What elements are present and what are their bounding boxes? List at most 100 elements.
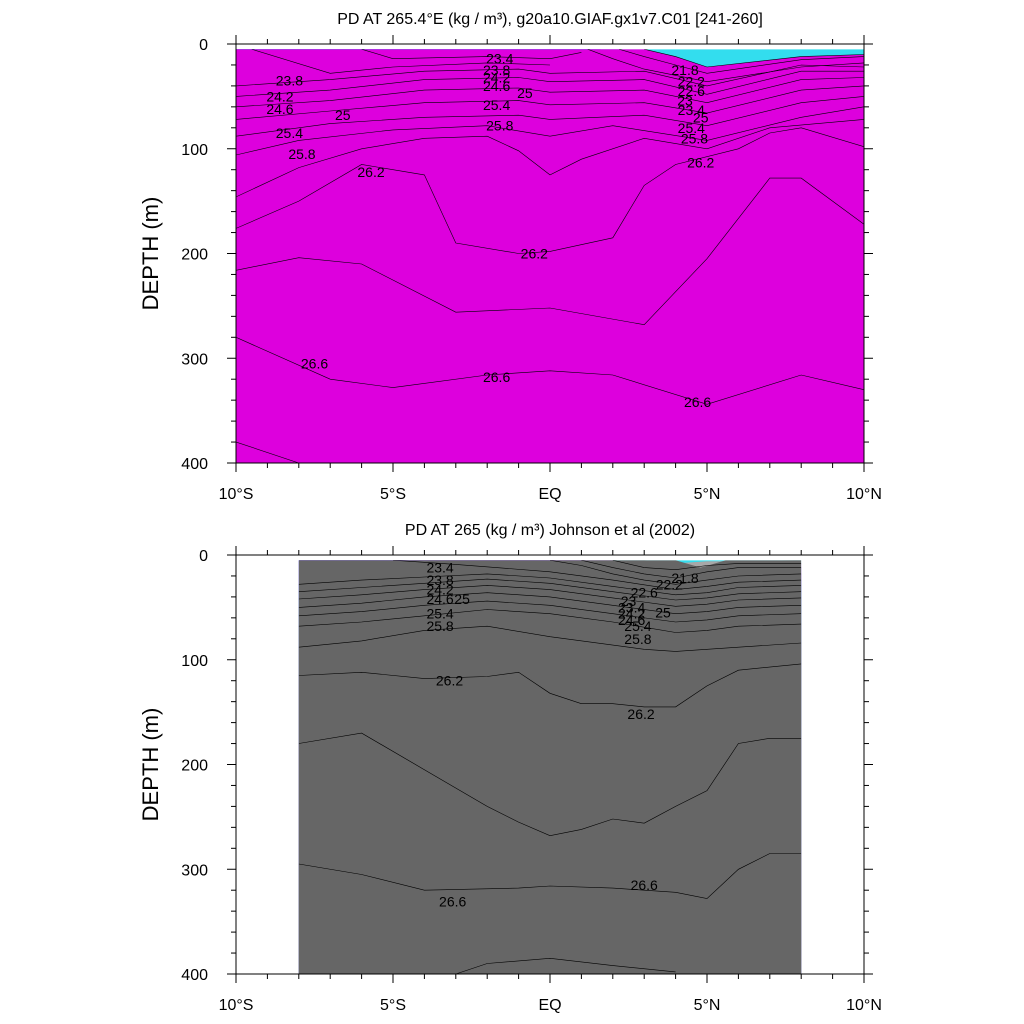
contour-label: 21.8 xyxy=(671,62,698,78)
contour-label: 25.4 xyxy=(483,97,510,113)
contour-line xyxy=(298,600,802,623)
contour-label: 25.4 xyxy=(276,125,303,141)
contour-label: 25.8 xyxy=(681,130,708,146)
contour-line xyxy=(298,732,802,837)
x-tick-label: 10°S xyxy=(219,997,254,1014)
y-tick-label: 400 xyxy=(181,456,208,473)
x-tick-label: EQ xyxy=(538,997,561,1014)
contour-line xyxy=(587,49,864,83)
contour-label: 25.8 xyxy=(426,618,453,634)
chart-title: PD AT 265.4°E (kg / m³), g20a10.GIAF.gx1… xyxy=(337,11,763,28)
contour-band xyxy=(298,560,802,974)
contour-line xyxy=(236,119,864,198)
contour-line xyxy=(251,49,551,74)
contour-label: 26.6 xyxy=(483,369,510,385)
contour-line xyxy=(298,853,802,899)
contour-label: 26.6 xyxy=(301,355,328,371)
x-tick-label: 5°N xyxy=(694,997,721,1014)
contour-label: 26.2 xyxy=(521,246,548,262)
y-tick-label: 300 xyxy=(181,351,208,368)
contour-label: 23.4 xyxy=(486,51,513,67)
y-tick-label: 200 xyxy=(181,247,208,264)
contour-label: 21.8 xyxy=(671,570,698,586)
contour-label: 26.2 xyxy=(436,673,463,689)
contour-line xyxy=(236,441,299,464)
y-tick-label: 200 xyxy=(181,758,208,775)
y-tick-label: 300 xyxy=(181,862,208,879)
contour-field xyxy=(298,560,802,974)
contour-label: 25 xyxy=(454,591,470,607)
contour-line xyxy=(236,127,864,254)
contour-line xyxy=(236,85,864,120)
contour-label: 23 xyxy=(677,93,693,109)
contour-label: 23.4 xyxy=(426,560,453,576)
contour-label: 25 xyxy=(655,605,671,621)
contour-line xyxy=(298,573,802,596)
y-tick-label: 100 xyxy=(181,142,208,159)
contour-label: 22.2 xyxy=(678,74,705,90)
contour-label: 25.8 xyxy=(486,118,513,134)
contour-label: 23.8 xyxy=(483,62,510,78)
contour-label: 24.2 xyxy=(426,582,453,598)
contour-label: 25.8 xyxy=(624,631,651,647)
contour-label: 26.6 xyxy=(631,877,658,893)
y-axis-label: DEPTH (m) xyxy=(138,197,163,311)
contour-line xyxy=(392,560,802,590)
contour-line xyxy=(298,592,802,615)
chart-title: PD AT 265 (kg / m³) Johnson et al (2002) xyxy=(405,522,695,539)
contour-label: 25.4 xyxy=(426,606,453,622)
contour-line xyxy=(619,49,864,74)
contour-label: 23.4 xyxy=(678,102,705,118)
contour-label: 24.6 xyxy=(618,612,645,628)
contour-band xyxy=(236,49,864,463)
contour-label: 24.6 xyxy=(483,78,510,94)
contour-line xyxy=(644,49,864,68)
contour-label: 22.2 xyxy=(656,576,683,592)
contour-field xyxy=(236,49,864,464)
contour-label: 24.2 xyxy=(483,70,510,86)
contour-line xyxy=(236,77,864,108)
contour-label: 25.8 xyxy=(288,146,315,162)
x-tick-label: 5°N xyxy=(694,486,721,503)
contour-line xyxy=(581,560,802,579)
contour-label: 26.2 xyxy=(357,164,384,180)
y-tick-label: 0 xyxy=(199,37,208,54)
contour-label: 25 xyxy=(335,107,351,123)
contour-line xyxy=(298,585,802,607)
contour-line xyxy=(455,957,676,974)
contour-label: 26.2 xyxy=(627,706,654,722)
y-tick-label: 100 xyxy=(181,653,208,670)
contour-line xyxy=(236,337,864,405)
contour-label: 24.6 xyxy=(426,591,453,607)
contour-label: 25.4 xyxy=(678,120,705,136)
contour-label: 24.6 xyxy=(266,101,293,117)
contour-label: 23.4 xyxy=(618,599,645,615)
contour-line xyxy=(549,560,802,585)
contour-label: 26.6 xyxy=(684,394,711,410)
y-tick-label: 400 xyxy=(181,967,208,984)
contour-label: 23.8 xyxy=(276,73,303,89)
x-tick-label: 5°S xyxy=(380,486,406,503)
contour-label: 23.8 xyxy=(426,572,453,588)
contour-line xyxy=(236,70,864,97)
contour-line xyxy=(236,106,864,156)
contour-label: 22.6 xyxy=(678,83,705,99)
x-tick-label: EQ xyxy=(538,486,561,503)
contour-label: 26.6 xyxy=(439,894,466,910)
panel-observed: 23.423.824.224.6 2525.425.826.226.621.822… xyxy=(138,522,882,1014)
contour-label: 25 xyxy=(693,109,709,125)
x-tick-label: 5°S xyxy=(380,997,406,1014)
contour-line xyxy=(612,560,802,571)
contour-line xyxy=(298,578,802,601)
contour-line xyxy=(298,609,802,633)
y-tick-label: 0 xyxy=(199,548,208,565)
panel-model: 23.824.224.6 2525.425.826.226.623.423.824… xyxy=(138,11,882,503)
x-tick-label: 10°N xyxy=(846,997,882,1014)
contour-line xyxy=(361,49,582,60)
x-tick-label: 10°N xyxy=(846,486,882,503)
contour-label: 26.2 xyxy=(687,154,714,170)
contour-line xyxy=(236,96,864,137)
contour-line xyxy=(298,663,802,708)
